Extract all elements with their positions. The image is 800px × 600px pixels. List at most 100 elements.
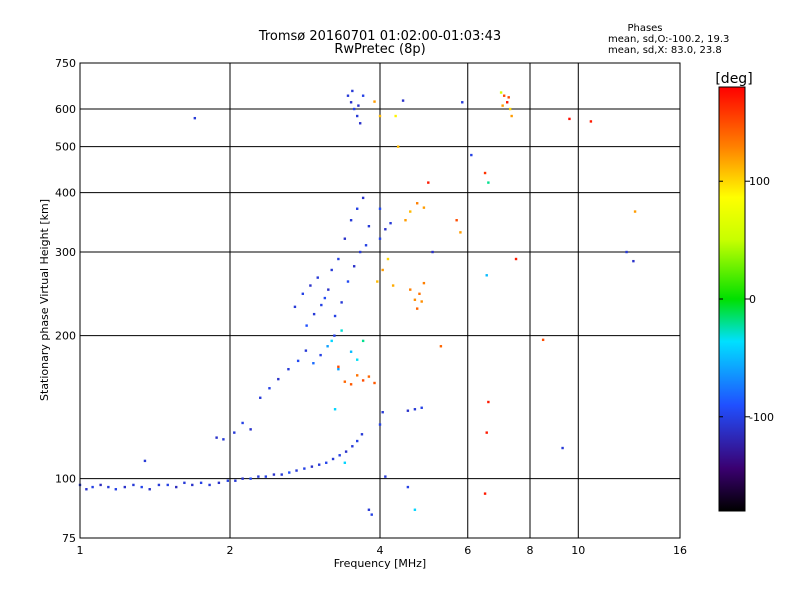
data-point	[277, 377, 280, 381]
data-point	[351, 445, 354, 448]
data-point	[340, 329, 343, 332]
data-point	[330, 339, 333, 343]
data-point	[510, 114, 513, 118]
chart-title: Tromsø 20160701 01:02:00-01:03:43	[258, 29, 501, 44]
y-tick-label: 750	[55, 57, 76, 70]
data-point	[344, 450, 348, 453]
data-point	[352, 265, 356, 268]
data-point	[333, 408, 337, 411]
data-point	[378, 114, 382, 118]
phases-line-x: mean, sd,X: 83.0, 23.8	[608, 45, 722, 56]
data-point	[123, 485, 126, 489]
y-axis-ticks: 75 100 200 300 400 500 600 750	[55, 57, 76, 545]
phases-title: Phases	[627, 23, 662, 34]
data-point	[226, 479, 230, 482]
data-point	[331, 457, 335, 461]
data-point	[406, 409, 410, 412]
data-point	[404, 219, 407, 222]
x-tick-label: 8	[527, 544, 534, 557]
data-point	[259, 396, 262, 399]
data-point	[357, 104, 360, 107]
data-point	[295, 469, 298, 472]
data-point	[175, 485, 178, 489]
data-point	[373, 100, 376, 103]
colorbar-tick-label: 100	[749, 175, 770, 188]
data-point	[319, 353, 322, 357]
data-point	[485, 274, 488, 277]
data-point	[333, 334, 336, 337]
data-point	[561, 446, 564, 450]
y-tick-label: 300	[55, 246, 76, 259]
data-point	[413, 298, 417, 301]
data-point	[361, 339, 365, 343]
x-tick-label: 16	[673, 544, 687, 557]
data-point	[309, 284, 312, 287]
data-point	[507, 96, 510, 99]
data-point	[373, 381, 376, 385]
data-point	[431, 250, 434, 254]
data-point	[114, 488, 118, 491]
y-tick-label: 75	[62, 532, 76, 545]
x-tick-label: 1	[77, 544, 84, 557]
colorbar-tick-label: 0	[749, 293, 756, 306]
data-point	[241, 477, 244, 480]
data-point	[378, 237, 382, 240]
colorbar: [deg] 100 0 -100	[715, 71, 774, 512]
data-point	[568, 117, 571, 121]
data-point	[193, 116, 197, 120]
data-point	[310, 465, 314, 468]
data-point	[305, 324, 308, 327]
data-point	[249, 477, 252, 480]
data-point	[389, 221, 392, 225]
data-point	[304, 349, 308, 352]
data-point	[483, 492, 487, 495]
data-point	[355, 114, 359, 118]
data-point	[143, 459, 147, 463]
plot-frame	[79, 62, 681, 539]
data-point	[394, 114, 397, 118]
data-point	[361, 94, 365, 97]
data-point	[367, 225, 371, 228]
data-point	[455, 219, 458, 222]
data-point	[249, 428, 252, 431]
data-point	[483, 171, 487, 175]
data-point	[337, 365, 340, 368]
data-point	[132, 483, 135, 487]
data-point	[396, 145, 400, 148]
data-point	[325, 461, 328, 464]
data-point	[355, 207, 359, 210]
data-point	[340, 301, 343, 304]
data-point	[268, 387, 271, 390]
data-point	[326, 345, 329, 348]
data-point	[361, 196, 365, 200]
data-point	[381, 268, 384, 272]
data-point	[355, 439, 359, 443]
data-point	[459, 231, 462, 234]
data-point	[140, 485, 143, 489]
data-point	[346, 280, 350, 283]
data-point	[589, 120, 593, 123]
data-point	[502, 94, 506, 97]
data-point	[470, 153, 473, 157]
data-point	[420, 300, 423, 303]
x-axis-label: Frequency [MHz]	[334, 557, 426, 570]
data-point	[376, 280, 379, 283]
data-point	[422, 281, 426, 285]
data-point	[358, 122, 362, 125]
data-point	[439, 345, 443, 348]
data-point	[499, 91, 503, 94]
data-point	[415, 307, 419, 310]
data-point	[107, 485, 110, 489]
data-point	[157, 483, 161, 487]
data-point	[288, 471, 291, 474]
data-point	[85, 488, 88, 491]
data-point	[514, 257, 518, 261]
data-point	[343, 237, 347, 240]
data-point	[343, 380, 347, 383]
colorbar-label: [deg]	[715, 71, 752, 87]
data-point	[327, 288, 330, 291]
data-point	[378, 207, 382, 210]
data-point	[370, 513, 373, 516]
data-point	[317, 463, 321, 466]
data-point	[301, 292, 305, 296]
